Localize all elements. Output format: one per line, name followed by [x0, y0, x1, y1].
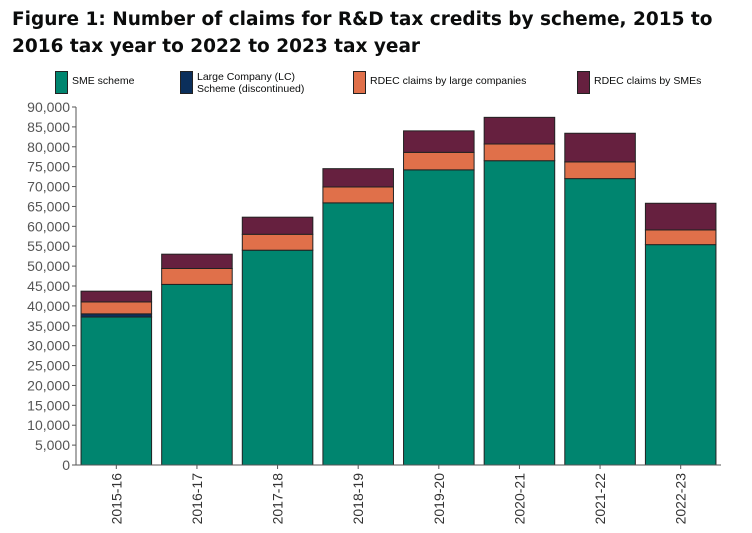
- y-tick-label: 10,000: [27, 417, 70, 433]
- x-tick-label: 2021-22: [592, 473, 608, 525]
- y-tick-label: 90,000: [27, 99, 70, 115]
- y-tick-label: 5,000: [35, 437, 70, 453]
- bar-segment-2018-19-s2: [322, 186, 394, 204]
- x-tick-label: 2015-16: [108, 473, 124, 525]
- y-tick-label: 75,000: [27, 159, 70, 175]
- bar-segment-2019-20-s2: [403, 151, 475, 171]
- legend-swatch: [577, 71, 590, 94]
- y-tick-label: 65,000: [27, 198, 70, 214]
- bar-segment-2016-17-s0: [161, 283, 233, 466]
- y-tick-label: 50,000: [27, 258, 70, 274]
- legend-swatch: [180, 71, 193, 94]
- bar-segment-2021-22-s0: [564, 178, 636, 466]
- legend-item-rdec-large: RDEC claims by large companies: [353, 71, 526, 94]
- bar-segment-2021-22-s3: [564, 132, 636, 163]
- legend-label: SME scheme: [72, 75, 135, 87]
- y-tick-label: 25,000: [27, 358, 70, 374]
- legend-swatch: [55, 71, 68, 94]
- y-tick-label: 85,000: [27, 119, 70, 135]
- legend-label: RDEC claims by SMEs: [594, 75, 702, 87]
- legend-item-sme-scheme: SME scheme: [55, 71, 134, 94]
- y-tick-label: 30,000: [27, 338, 70, 354]
- x-tick-label: 2022-23: [673, 473, 689, 525]
- y-tick-label: 35,000: [27, 318, 70, 334]
- x-tick-label: 2020-21: [511, 473, 527, 525]
- bar-segment-2017-18-s3: [241, 216, 314, 235]
- legend-label: RDEC claims by large companies: [370, 75, 527, 87]
- y-tick-label: 55,000: [27, 238, 70, 254]
- bar-segment-2022-23-s0: [644, 244, 717, 466]
- y-tick-label: 60,000: [27, 218, 70, 234]
- bar-segment-2020-21-s0: [483, 160, 556, 466]
- y-tick-label: 40,000: [27, 298, 70, 314]
- legend-item-rdec-sme: RDEC claims by SMEs: [577, 71, 701, 94]
- bar-segment-2017-18-s0: [241, 249, 314, 466]
- x-tick-label: 2016-17: [189, 473, 205, 525]
- bar-segment-2019-20-s0: [403, 169, 475, 466]
- bar-segment-2017-18-s2: [241, 233, 314, 251]
- bar-segment-2015-16-s0: [80, 316, 153, 466]
- bar-segment-2022-23-s3: [644, 202, 717, 231]
- legend-swatch: [353, 71, 366, 94]
- y-tick-label: 15,000: [27, 397, 70, 413]
- bar-segment-2018-19-s0: [322, 202, 394, 466]
- bar-segment-2016-17-s2: [161, 268, 233, 285]
- legend-item-large-company-scheme: Large Company (LC) Scheme (discontinued): [180, 71, 304, 95]
- y-tick-label: 20,000: [27, 377, 70, 393]
- bar-segment-2018-19-s3: [322, 168, 394, 188]
- chart-title: Figure 1: Number of claims for R&D tax c…: [12, 9, 713, 57]
- bar-segment-2019-20-s3: [403, 130, 475, 153]
- bar-segment-2016-17-s3: [161, 253, 233, 269]
- y-tick-label: 80,000: [27, 139, 70, 155]
- bar-segment-2020-21-s2: [483, 143, 556, 162]
- bar-segment-2022-23-s2: [644, 229, 717, 246]
- bar-segment-2015-16-s2: [80, 301, 153, 315]
- x-tick-label: 2017-18: [270, 473, 286, 525]
- bar-segment-2021-22-s2: [564, 161, 636, 180]
- y-tick-label: 45,000: [27, 278, 70, 294]
- y-tick-label: 70,000: [27, 179, 70, 195]
- bar-segment-2015-16-s3: [80, 290, 153, 303]
- legend-label: Large Company (LC) Scheme (discontinued): [197, 71, 305, 95]
- x-tick-label: 2019-20: [431, 473, 447, 525]
- x-tick-label: 2018-19: [350, 473, 366, 525]
- bar-segment-2020-21-s3: [483, 116, 556, 145]
- y-tick-label: 0: [62, 457, 70, 473]
